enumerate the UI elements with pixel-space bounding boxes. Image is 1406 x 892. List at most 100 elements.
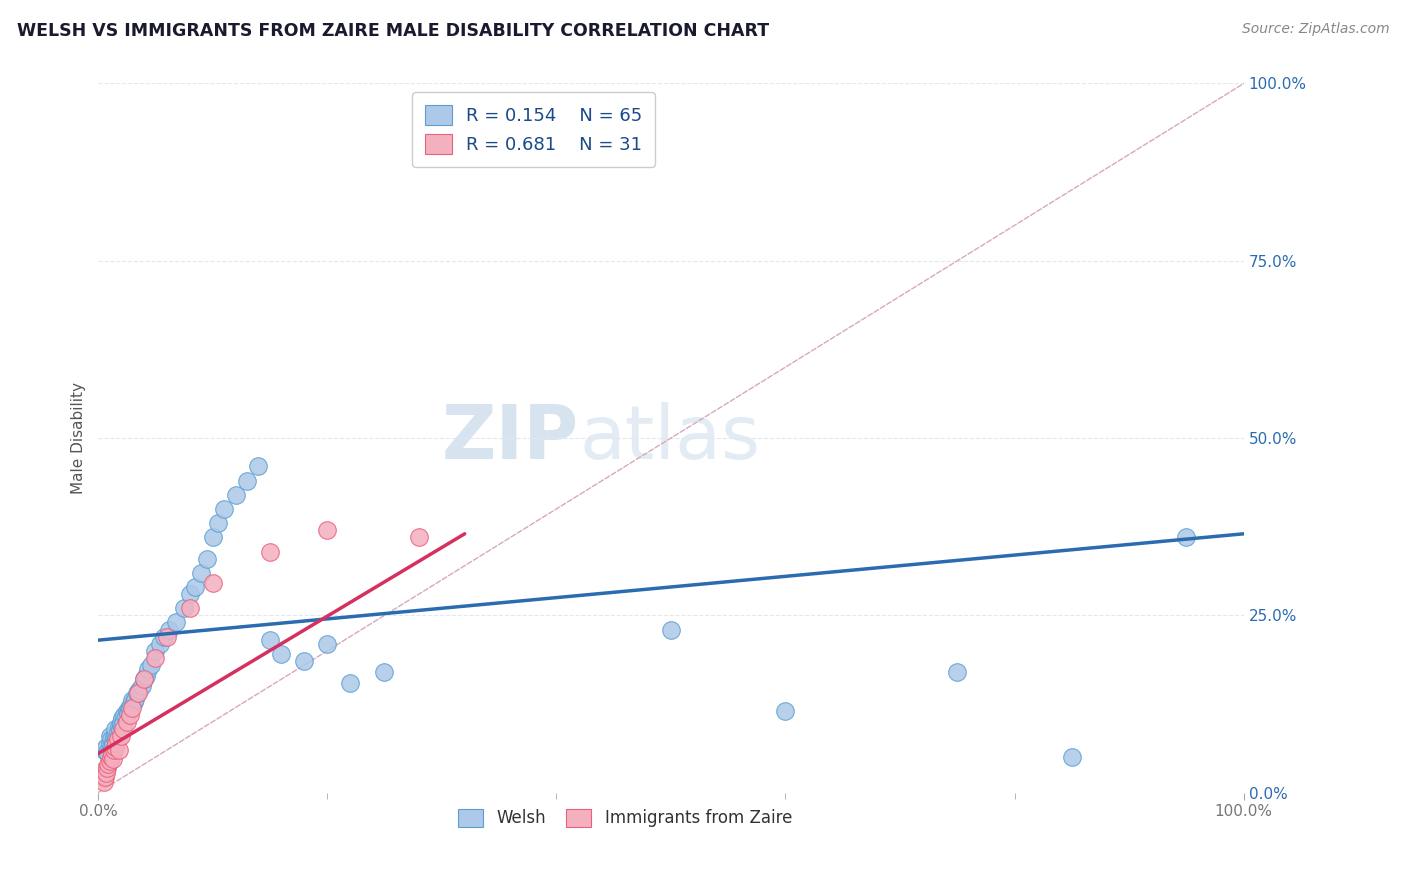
- Point: [149, 637, 172, 651]
- Point: [104, 722, 127, 736]
- Point: [90, 768, 112, 782]
- Point: [212, 502, 235, 516]
- Point: [135, 668, 157, 682]
- Point: [120, 697, 142, 711]
- Point: [100, 750, 122, 764]
- Point: [247, 459, 270, 474]
- Point: [107, 720, 129, 734]
- Point: [179, 587, 201, 601]
- Point: [157, 623, 180, 637]
- Point: [207, 516, 229, 530]
- Point: [270, 648, 292, 662]
- Y-axis label: Male Disability: Male Disability: [72, 382, 86, 494]
- Point: [107, 725, 129, 739]
- Point: [110, 714, 132, 729]
- Point: [115, 704, 138, 718]
- Point: [184, 580, 207, 594]
- Point: [316, 637, 339, 651]
- Point: [97, 757, 120, 772]
- Point: [114, 709, 136, 723]
- Point: [103, 731, 125, 745]
- Point: [124, 692, 146, 706]
- Point: [121, 700, 143, 714]
- Point: [201, 530, 224, 544]
- Point: [659, 623, 682, 637]
- Point: [127, 686, 149, 700]
- Point: [107, 732, 129, 747]
- Point: [94, 765, 117, 780]
- Point: [105, 732, 128, 747]
- Point: [110, 729, 132, 743]
- Point: [93, 743, 115, 757]
- Point: [122, 695, 145, 709]
- Point: [91, 764, 114, 779]
- Point: [373, 665, 395, 679]
- Point: [165, 615, 187, 630]
- Point: [98, 754, 121, 768]
- Point: [132, 672, 155, 686]
- Point: [1060, 750, 1083, 764]
- Point: [138, 661, 160, 675]
- Point: [104, 739, 127, 754]
- Point: [105, 736, 128, 750]
- Point: [110, 718, 132, 732]
- Point: [339, 675, 361, 690]
- Point: [112, 716, 135, 731]
- Text: ZIP: ZIP: [441, 401, 579, 475]
- Point: [111, 711, 134, 725]
- Point: [107, 743, 129, 757]
- Point: [101, 739, 124, 754]
- Point: [408, 530, 430, 544]
- Point: [173, 601, 195, 615]
- Point: [103, 743, 125, 757]
- Point: [143, 651, 166, 665]
- Point: [120, 707, 142, 722]
- Point: [101, 738, 124, 752]
- Point: [201, 576, 224, 591]
- Point: [946, 665, 969, 679]
- Point: [225, 488, 247, 502]
- Text: Source: ZipAtlas.com: Source: ZipAtlas.com: [1241, 22, 1389, 37]
- Point: [98, 729, 121, 743]
- Point: [121, 693, 143, 707]
- Point: [100, 732, 122, 747]
- Text: WELSH VS IMMIGRANTS FROM ZAIRE MALE DISABILITY CORRELATION CHART: WELSH VS IMMIGRANTS FROM ZAIRE MALE DISA…: [17, 22, 769, 40]
- Point: [115, 714, 138, 729]
- Point: [292, 655, 315, 669]
- Point: [93, 772, 115, 786]
- Point: [101, 751, 124, 765]
- Point: [117, 706, 139, 721]
- Point: [259, 633, 281, 648]
- Point: [101, 734, 124, 748]
- Point: [236, 474, 259, 488]
- Point: [112, 707, 135, 722]
- Point: [190, 566, 212, 580]
- Point: [1175, 530, 1198, 544]
- Point: [195, 551, 218, 566]
- Point: [94, 770, 117, 784]
- Point: [179, 601, 201, 615]
- Point: [93, 775, 115, 789]
- Point: [96, 761, 118, 775]
- Point: [94, 739, 117, 754]
- Point: [120, 702, 142, 716]
- Point: [153, 630, 176, 644]
- Point: [98, 736, 121, 750]
- Text: atlas: atlas: [579, 401, 761, 475]
- Point: [112, 722, 135, 736]
- Point: [125, 686, 148, 700]
- Point: [259, 544, 281, 558]
- Point: [104, 727, 127, 741]
- Point: [139, 658, 162, 673]
- Point: [143, 644, 166, 658]
- Point: [97, 747, 120, 761]
- Point: [132, 672, 155, 686]
- Point: [101, 747, 124, 761]
- Point: [128, 682, 150, 697]
- Point: [316, 523, 339, 537]
- Point: [118, 700, 141, 714]
- Point: [96, 745, 118, 759]
- Point: [156, 630, 179, 644]
- Point: [775, 704, 797, 718]
- Legend: Welsh, Immigrants from Zaire: Welsh, Immigrants from Zaire: [451, 802, 799, 834]
